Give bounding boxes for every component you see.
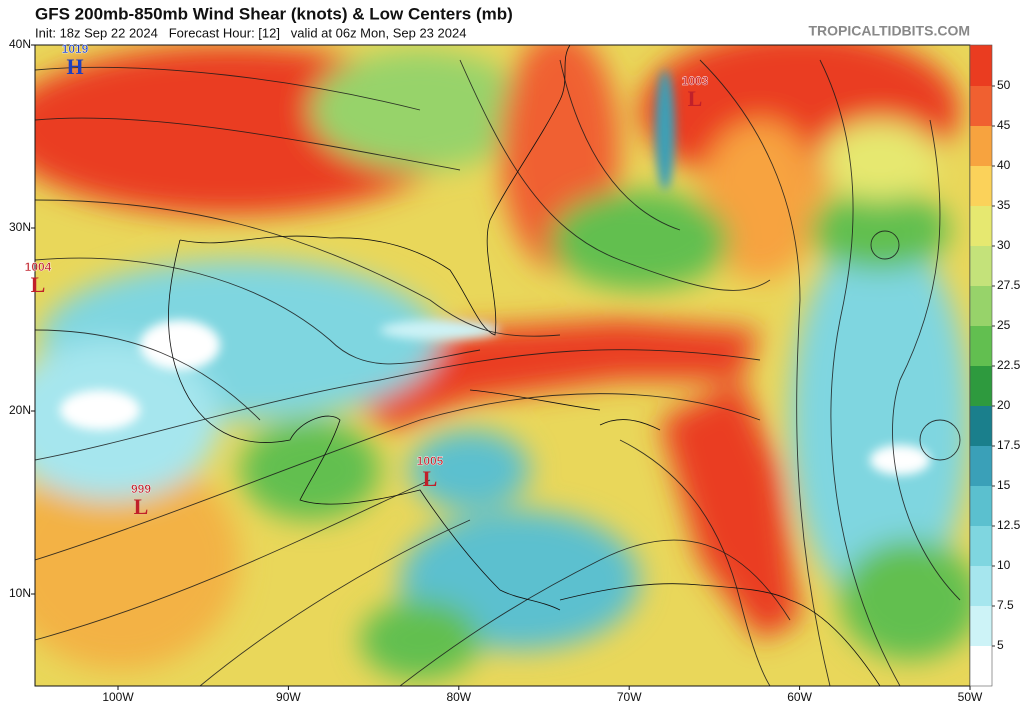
colorbar-segment (970, 406, 992, 446)
center-symbol: L (423, 466, 438, 491)
lon-label: 80W (446, 690, 471, 704)
colorbar-label: 50 (997, 78, 1011, 92)
colorbar-label: 22.5 (997, 358, 1021, 372)
lat-label: 40N (9, 37, 31, 51)
colorbar-segment (970, 526, 992, 566)
center-symbol: L (688, 86, 703, 111)
colorbar-label: 10 (997, 558, 1011, 572)
shear-field (35, 45, 970, 686)
colorbar-label: 20 (997, 398, 1011, 412)
subtitle: Init: 18z Sep 22 2024 Forecast Hour: [12… (35, 25, 466, 40)
site-name: TROPICALTIDBITS.COM (808, 23, 970, 39)
colorbar-label: 12.5 (997, 518, 1021, 532)
colorbar-label: 25 (997, 318, 1011, 332)
coastlines (168, 45, 881, 686)
lat-label: 30N (9, 220, 31, 234)
colorbar-label: 35 (997, 198, 1011, 212)
colorbar-segment (970, 606, 992, 646)
pressure-value: 1005 (417, 454, 444, 468)
colorbar-label: 40 (997, 158, 1011, 172)
center-symbol: H (66, 54, 83, 79)
colorbar-segment (970, 566, 992, 606)
colorbar-segment (970, 286, 992, 326)
lon-label: 90W (276, 690, 301, 704)
pressure-value: 999 (131, 482, 151, 496)
colorbar-label: 7.5 (997, 598, 1014, 612)
colorbar-segment (970, 326, 992, 366)
lon-label: 70W (617, 690, 642, 704)
colorbar-label: 30 (997, 238, 1011, 252)
center-symbol: L (134, 494, 149, 519)
colorbar-label: 27.5 (997, 278, 1021, 292)
colorbar-segment (970, 166, 992, 206)
title: GFS 200mb-850mb Wind Shear (knots) & Low… (35, 4, 513, 23)
colorbar-segment (970, 126, 992, 166)
colorbar-label: 17.5 (997, 438, 1021, 452)
colorbar-label: 5 (997, 638, 1004, 652)
lat-label: 20N (9, 403, 31, 417)
lon-label: 50W (958, 690, 983, 704)
colorbar-segment (970, 486, 992, 526)
pressure-value: 1003 (682, 74, 709, 88)
lat-label: 10N (9, 586, 31, 600)
colorbar-segment (970, 86, 992, 126)
colorbar-segment (970, 446, 992, 486)
colorbar-segment (970, 246, 992, 286)
colorbar-label: 15 (997, 478, 1011, 492)
pressure-value: 1019 (62, 42, 89, 56)
colorbar-segment (970, 366, 992, 406)
pressure-value: 1004 (25, 260, 52, 274)
streamlines (35, 59, 961, 686)
colorbar-segment (970, 646, 992, 686)
colorbar-segment (970, 45, 992, 86)
lon-label: 60W (787, 690, 812, 704)
colorbar-segment (970, 206, 992, 246)
lon-label: 100W (102, 690, 134, 704)
center-symbol: L (31, 272, 46, 297)
colorbar-label: 45 (997, 118, 1011, 132)
